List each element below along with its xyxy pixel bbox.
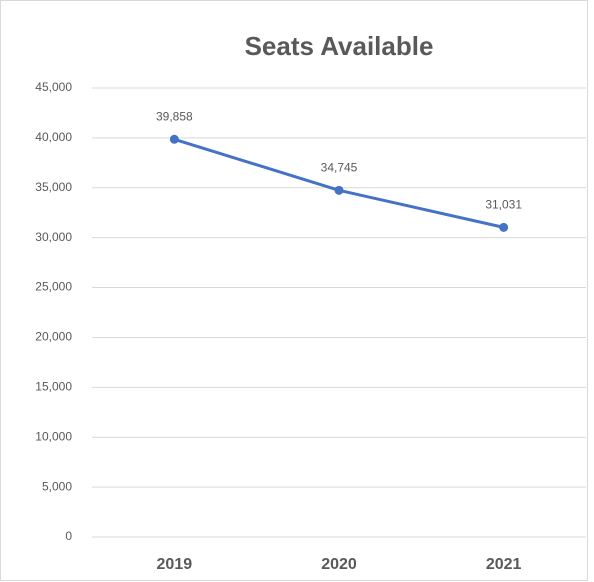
y-tick-label: 30,000 bbox=[35, 230, 72, 244]
point bbox=[169, 134, 179, 144]
y-tick-label: 45,000 bbox=[35, 80, 72, 94]
value-label: 34,745 bbox=[321, 160, 358, 174]
y-tick-label: 15,000 bbox=[35, 380, 72, 394]
y-tick-label: 35,000 bbox=[35, 180, 72, 194]
value-label: 31,031 bbox=[485, 198, 522, 212]
y-tick-label: 0 bbox=[65, 529, 72, 543]
chart-title: Seats Available bbox=[245, 31, 434, 61]
point bbox=[499, 222, 509, 232]
y-tick-label: 5,000 bbox=[42, 479, 72, 493]
point bbox=[334, 185, 344, 195]
y-tick-label: 20,000 bbox=[35, 330, 72, 344]
y-tick-label: 10,000 bbox=[35, 429, 72, 443]
y-tick-label: 40,000 bbox=[35, 130, 72, 144]
value-label: 39,858 bbox=[156, 109, 193, 123]
x-tick-label: 2021 bbox=[486, 556, 522, 573]
y-tick-label: 25,000 bbox=[35, 280, 72, 294]
x-tick-label: 2020 bbox=[321, 556, 357, 573]
x-tick-label: 2019 bbox=[157, 556, 193, 573]
